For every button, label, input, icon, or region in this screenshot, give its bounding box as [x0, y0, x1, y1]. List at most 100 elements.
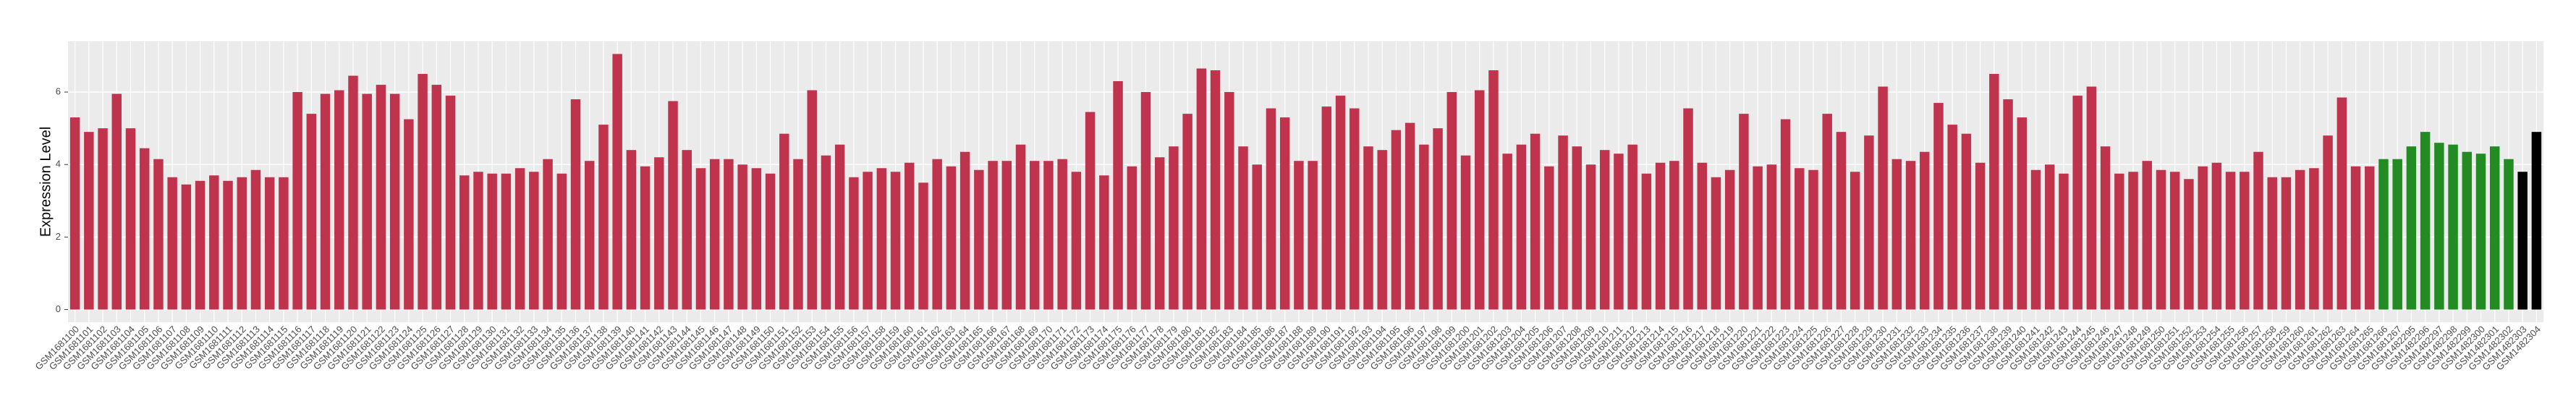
bar: [2003, 99, 2013, 310]
bar: [1294, 161, 1304, 310]
bar: [1099, 175, 1109, 310]
bar: [1961, 133, 1972, 310]
bar: [626, 150, 637, 310]
bar: [543, 159, 553, 310]
bar: [1154, 157, 1165, 310]
bar: [2128, 172, 2138, 310]
bar: [529, 172, 539, 310]
bar: [682, 150, 692, 310]
bar: [2420, 132, 2431, 310]
bar: [2156, 169, 2166, 310]
bar: [2448, 144, 2458, 310]
bar: [1363, 146, 1373, 310]
bar: [598, 125, 609, 310]
bar: [779, 133, 789, 310]
bar: [431, 85, 442, 310]
bar: [2211, 162, 2222, 310]
bar: [1558, 135, 1568, 310]
bar: [2434, 143, 2444, 310]
bar: [404, 119, 414, 310]
bar: [2225, 172, 2236, 310]
bar: [195, 180, 206, 310]
bar: [84, 132, 94, 310]
bar: [1544, 166, 1554, 310]
bar: [2392, 159, 2402, 310]
bar: [1572, 146, 1582, 310]
bar: [1308, 161, 1318, 310]
bar: [2309, 168, 2319, 310]
bar: [1655, 162, 1666, 310]
bar: [834, 144, 845, 310]
bar: [209, 175, 219, 310]
bar: [1850, 172, 1860, 310]
y-tick-label: 4: [56, 159, 61, 169]
bar: [2017, 117, 2028, 310]
bar: [724, 159, 734, 310]
bar: [904, 162, 915, 310]
bar: [1350, 108, 1360, 310]
bar: [1947, 125, 1957, 310]
bar: [695, 168, 706, 310]
bar: [737, 164, 747, 310]
bar: [1377, 150, 1387, 310]
bar: [2531, 132, 2542, 310]
bar: [250, 169, 261, 310]
bar: [2504, 159, 2514, 310]
bar: [1614, 154, 1624, 310]
bar: [584, 161, 595, 310]
bar: [1502, 154, 1512, 310]
bar: [1683, 108, 1693, 310]
bar: [2267, 177, 2277, 310]
bar: [1015, 144, 1026, 310]
y-tick-label: 6: [56, 86, 61, 97]
bar: [821, 155, 831, 310]
bar: [1182, 114, 1192, 310]
bar: [320, 93, 331, 310]
y-tick-label: 2: [56, 231, 61, 242]
bar: [111, 93, 122, 310]
bar: [1140, 92, 1151, 310]
bar: [1001, 161, 1012, 310]
bar: [237, 177, 247, 310]
bar: [1766, 164, 1777, 310]
bar: [1920, 151, 1930, 310]
bar: [1822, 114, 1832, 310]
bar: [1641, 173, 1652, 310]
bar: [751, 168, 762, 310]
bar: [223, 180, 233, 310]
bar: [418, 74, 428, 310]
bar: [2281, 177, 2292, 310]
bar: [918, 182, 928, 310]
bar: [2350, 166, 2361, 310]
bar: [2086, 86, 2097, 310]
bar: [167, 177, 177, 310]
bar: [1446, 92, 1457, 310]
bar: [2406, 146, 2417, 310]
bar: [890, 172, 901, 310]
bar: [570, 99, 581, 310]
bar: [1238, 146, 1248, 310]
bar: [445, 96, 456, 310]
bar: [946, 166, 957, 310]
bar: [125, 128, 136, 310]
bar: [1530, 133, 1541, 310]
bar: [1321, 106, 1332, 310]
y-axis-label: Expression Level: [38, 127, 54, 237]
bar: [556, 173, 567, 310]
bar: [668, 101, 678, 310]
bar: [1753, 166, 1763, 310]
bar: [1252, 164, 1262, 310]
bar: [2490, 146, 2500, 310]
bar: [1975, 162, 1986, 310]
bar: [1196, 68, 1207, 310]
bar: [2336, 97, 2347, 310]
bar: [2462, 151, 2473, 310]
bar: [334, 90, 344, 310]
bar: [2365, 166, 2375, 310]
bar: [2142, 161, 2152, 310]
bar: [1127, 166, 1137, 310]
bar: [2114, 173, 2124, 310]
bar: [1795, 168, 1805, 310]
bar: [2517, 172, 2528, 310]
